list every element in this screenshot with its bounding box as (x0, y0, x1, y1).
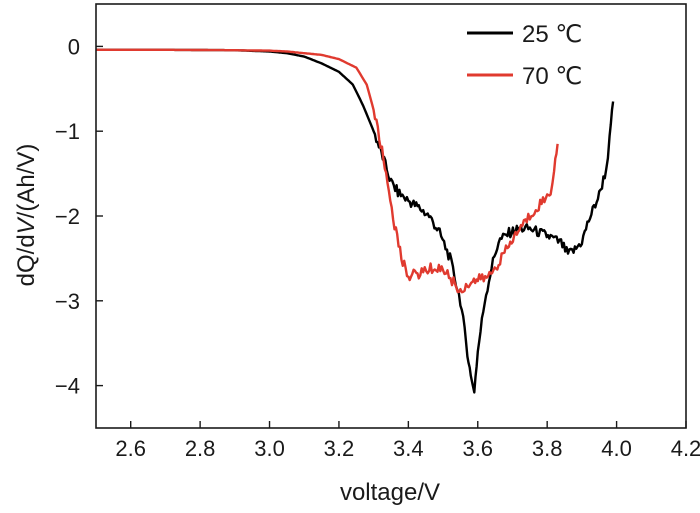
legend-label: 25 ℃ (522, 21, 582, 48)
x-tick-label: 3.8 (532, 436, 563, 461)
y-tick-label: −4 (55, 374, 80, 399)
x-axis-title: voltage/V (340, 479, 440, 506)
x-tick-label: 3.2 (324, 436, 355, 461)
y-axis-title-part-1: dQ/d (13, 234, 40, 286)
x-tick-label: 3.0 (254, 436, 285, 461)
y-tick-label: 0 (68, 34, 80, 59)
y-axis-title-part-3: /(Ah/V) (13, 144, 40, 219)
plot-frame (95, 3, 687, 429)
series-line-25c (96, 48, 615, 394)
legend: 25 ℃ 70 ℃ (467, 21, 582, 90)
y-axis-title-part-2: V (13, 216, 40, 234)
x-tick-label: 3.6 (462, 436, 493, 461)
legend-label: 70 ℃ (522, 63, 582, 90)
x-tick-label: 2.6 (115, 436, 146, 461)
y-tick-label: −3 (55, 289, 80, 314)
x-tick-label: 2.8 (185, 436, 216, 461)
y-axis-title: dQ/dV/(Ah/V) (13, 144, 40, 287)
x-tick-label: 4.0 (601, 436, 632, 461)
y-tick-label: −2 (55, 204, 80, 229)
x-tick-label: 3.4 (393, 436, 424, 461)
series-line-70c (96, 48, 559, 294)
y-tick-label: −1 (55, 119, 80, 144)
x-tick-label: 4.2 (671, 436, 700, 461)
